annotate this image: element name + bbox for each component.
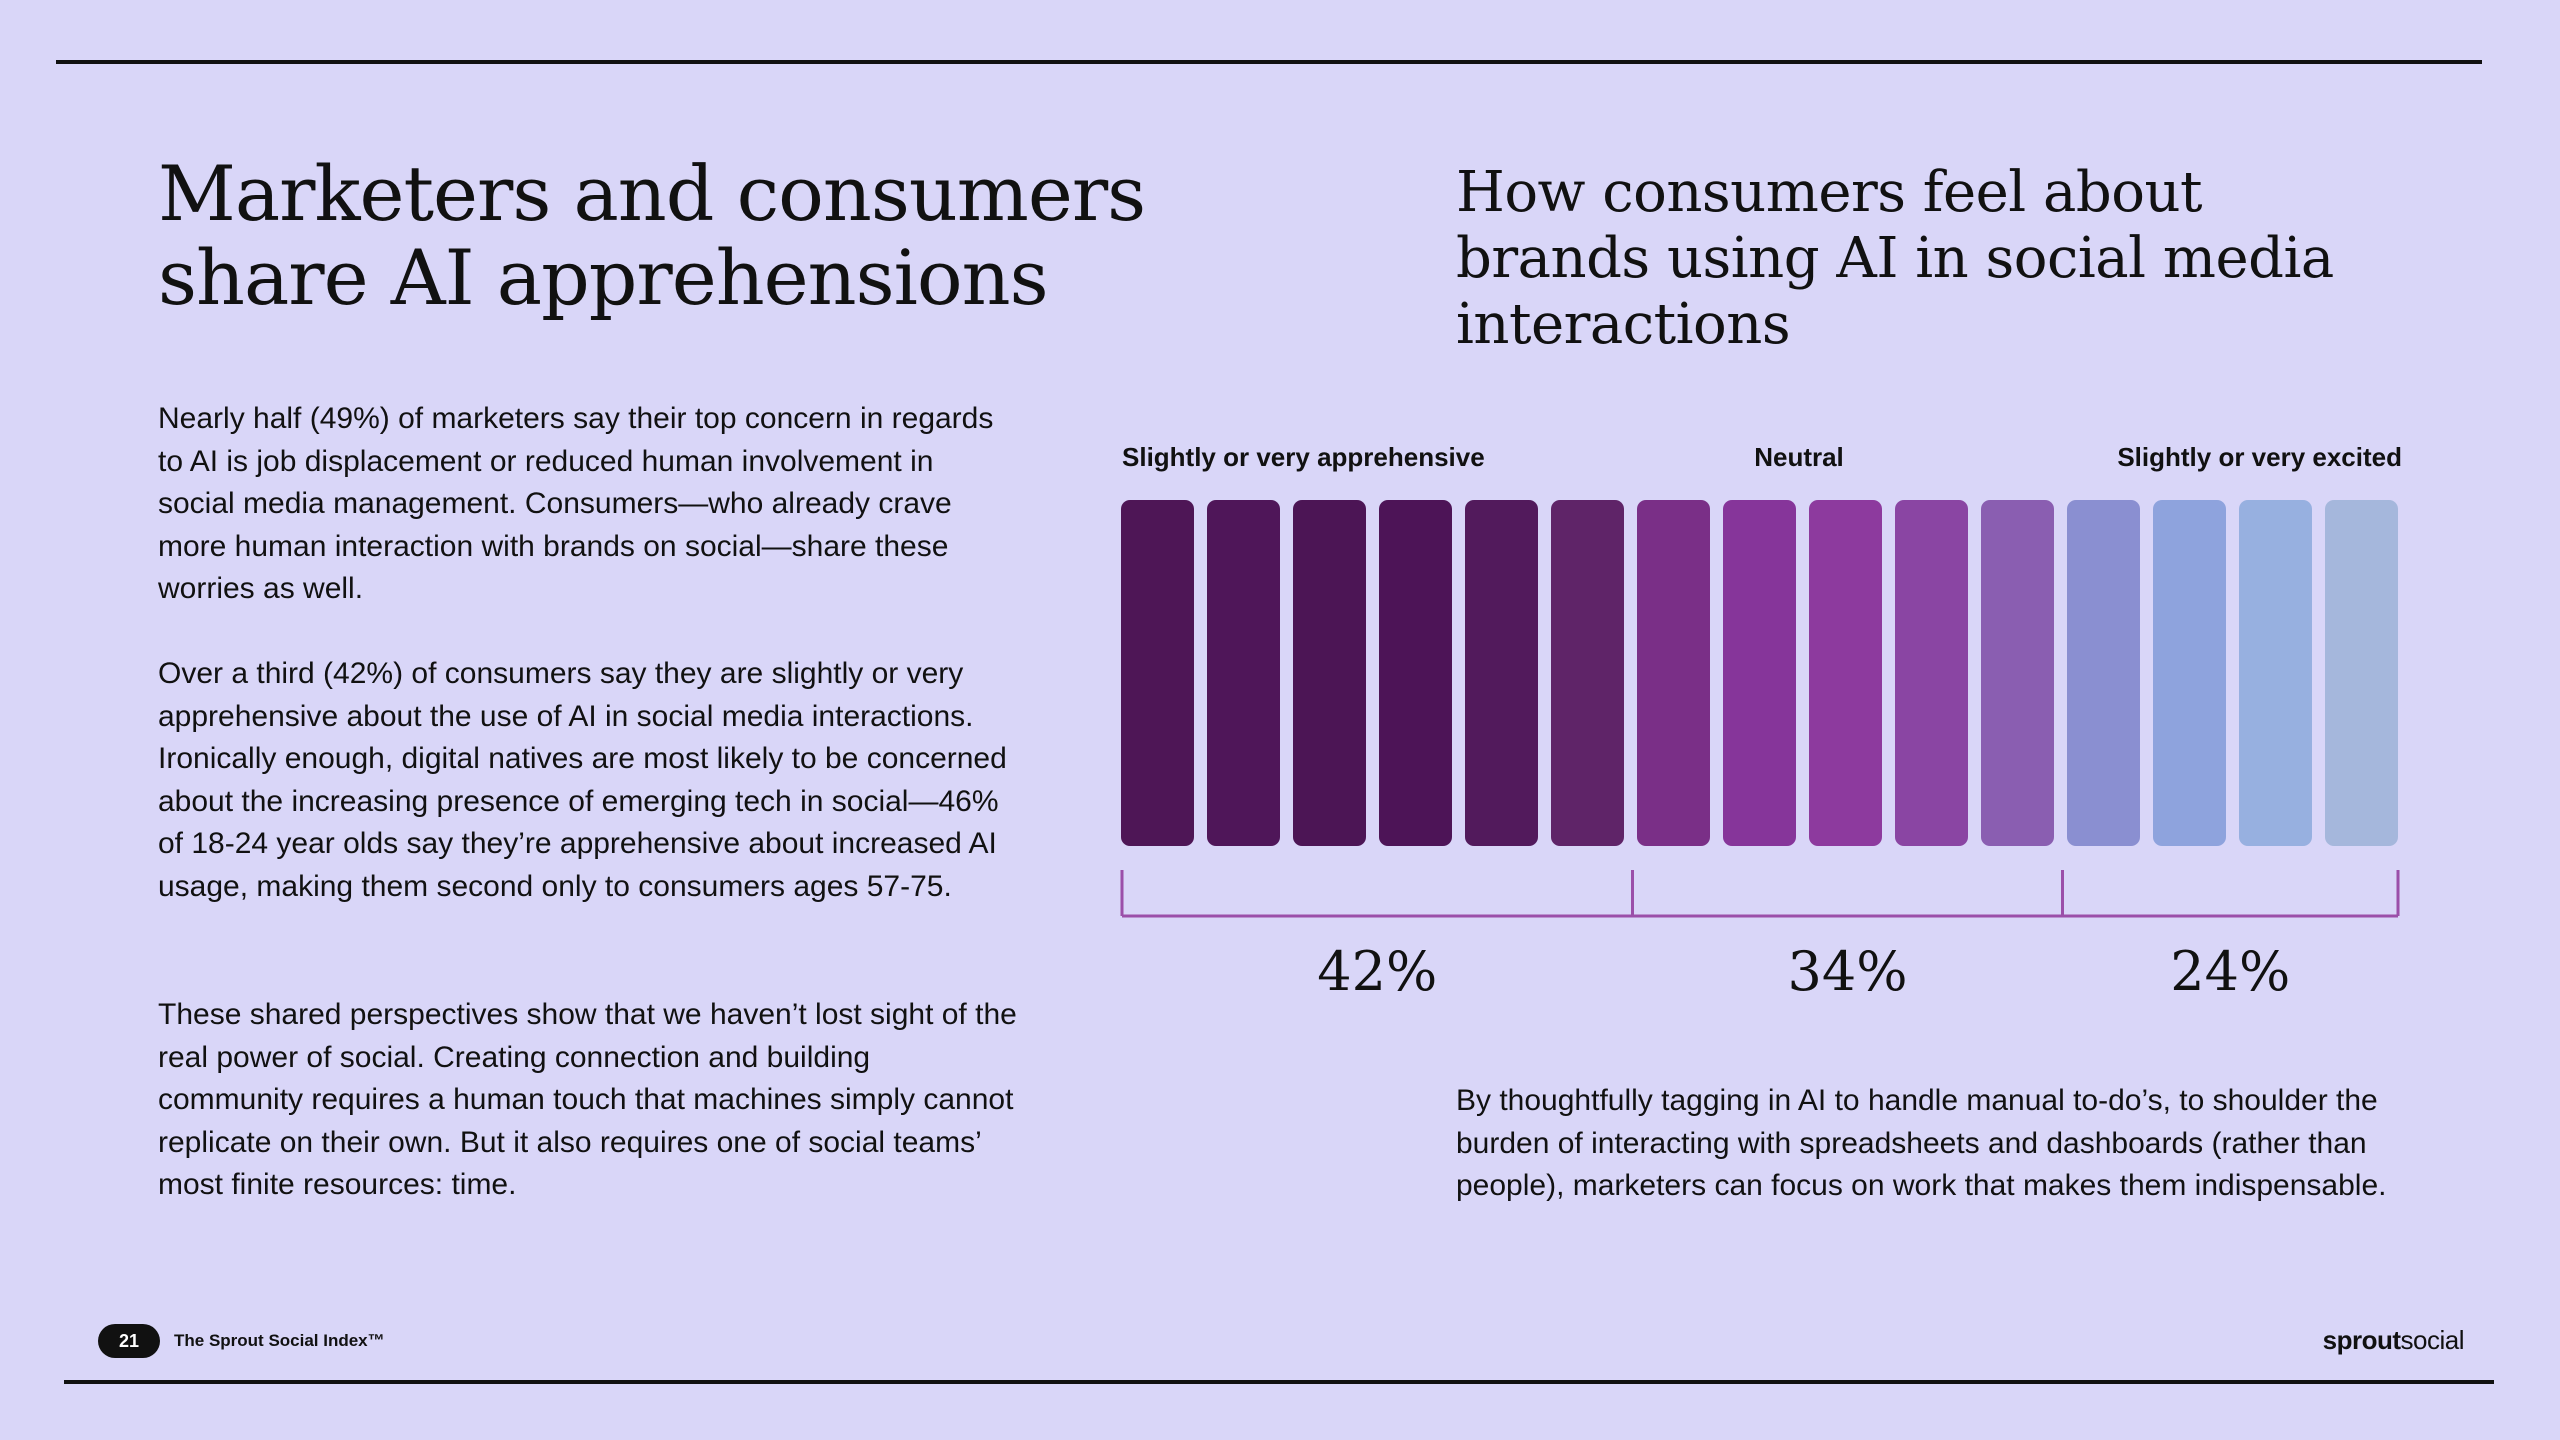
bottom-rule (64, 1380, 2494, 1384)
bar-segment (2067, 500, 2140, 846)
bar-segment (1551, 500, 1624, 846)
bar-segment (1809, 500, 1882, 846)
body-paragraph-3: These shared perspectives show that we h… (158, 998, 1017, 1201)
category-label-apprehensive: Slightly or very apprehensive (1122, 442, 1485, 472)
bar-segment (1379, 500, 1452, 846)
body-paragraph-2: Over a third (42%) of consumers say they… (158, 657, 1007, 903)
value-label-apprehensive: 42% (1317, 940, 1437, 1003)
publication-label: The Sprout Social Index™ (174, 1331, 385, 1350)
body-paragraph-1: Nearly half (49%) of marketers say their… (158, 402, 994, 605)
logo-bold-part: sprout (2322, 1325, 2401, 1355)
bar-segment (1981, 500, 2054, 846)
bar-segment (2325, 500, 2398, 846)
bar-segment (1207, 500, 1280, 846)
bar-segment (2153, 500, 2226, 846)
category-label-excited: Slightly or very excited (2117, 442, 2402, 472)
sprout-social-logo: sproutsocial (2322, 1324, 2465, 1356)
closing-paragraph: By thoughtfully tagging in AI to handle … (1456, 1084, 2387, 1202)
category-label-neutral: Neutral (1754, 442, 1844, 472)
sentiment-bars (1121, 500, 2398, 846)
sentiment-brackets (1120, 870, 2400, 918)
bar-segment (1895, 500, 1968, 846)
bar-segment (1293, 500, 1366, 846)
top-rule (56, 60, 2482, 64)
logo-regular-part: social (2400, 1325, 2465, 1355)
chart-title: How consumers feel about brands using AI… (1456, 160, 2334, 357)
page-number-badge: 21 (98, 1324, 160, 1358)
bar-segment (1465, 500, 1538, 846)
value-label-neutral: 34% (1787, 940, 1907, 1003)
bar-segment (1121, 500, 1194, 846)
value-label-excited: 24% (2170, 940, 2290, 1003)
page-title: Marketers and consumers share AI apprehe… (158, 149, 1146, 322)
bar-segment (1723, 500, 1796, 846)
bar-segment (2239, 500, 2312, 846)
bar-segment (1637, 500, 1710, 846)
